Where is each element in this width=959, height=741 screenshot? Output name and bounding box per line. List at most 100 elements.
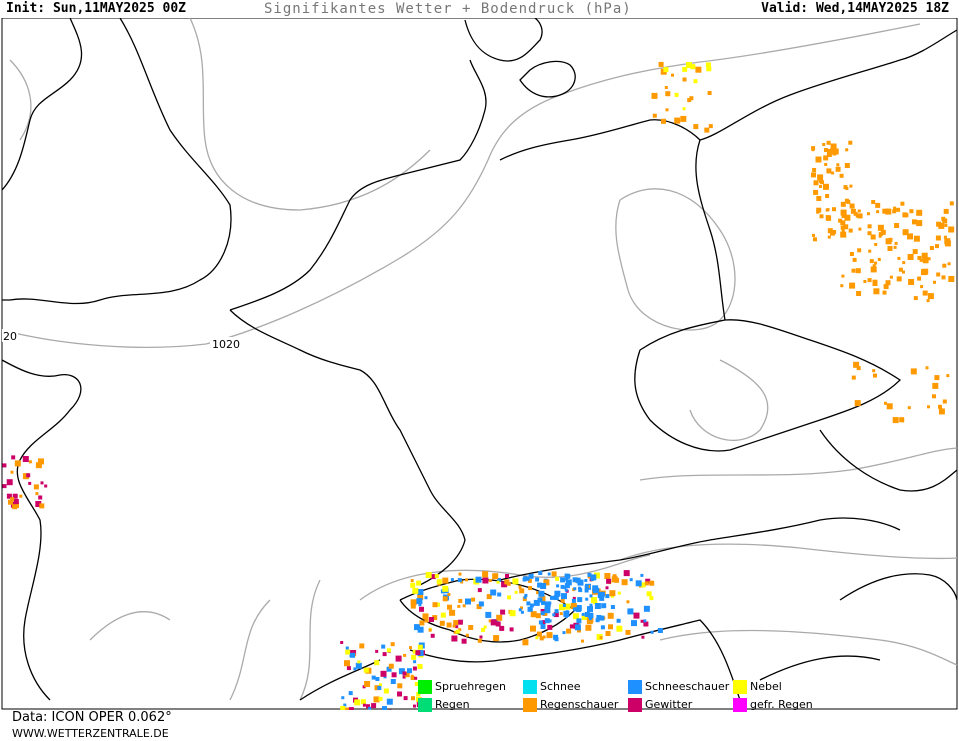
precip-cell: [545, 602, 551, 608]
precip-cell: [417, 593, 424, 600]
precip-cell: [884, 401, 887, 405]
precip-cell: [419, 620, 425, 626]
precip-cell: [382, 706, 387, 710]
precip-cell: [536, 631, 542, 637]
precip-cell: [457, 619, 463, 625]
precip-cell: [577, 577, 581, 581]
precip-cell: [631, 620, 637, 627]
precip-cell: [439, 620, 445, 626]
precip-cell: [537, 597, 543, 603]
precip-cell: [581, 639, 584, 643]
legend-item-regen: Regen: [418, 698, 470, 712]
precip-cell: [604, 573, 611, 579]
precip-cell: [551, 571, 557, 577]
precip-cell: [853, 211, 858, 216]
precip-cell: [882, 208, 888, 214]
precip-cell: [368, 706, 372, 710]
precip-cell: [556, 584, 560, 588]
precip-cell: [870, 266, 877, 273]
precip-cell: [35, 462, 42, 469]
precip-cell: [495, 621, 501, 627]
precip-cell: [938, 404, 942, 409]
precip-cell: [436, 579, 442, 585]
precip-cell: [547, 572, 551, 576]
precip-cell: [587, 572, 592, 577]
precip-cell: [554, 637, 559, 642]
precip-cell: [540, 611, 545, 616]
precip-cell: [876, 210, 880, 214]
precip-cell: [934, 375, 940, 381]
precip-cell: [481, 627, 486, 632]
precip-cell: [645, 578, 651, 584]
precip-cell: [496, 614, 503, 621]
precip-cell: [887, 246, 893, 251]
precip-cell: [946, 374, 950, 378]
precip-cell: [817, 174, 824, 181]
precip-cell: [877, 224, 884, 231]
precip-cell: [417, 650, 424, 657]
precip-cell: [867, 231, 872, 236]
precip-cell: [528, 573, 534, 579]
precip-cell: [641, 635, 645, 639]
precip-cell: [927, 405, 930, 409]
precip-cell: [564, 603, 571, 610]
precip-cell: [664, 86, 668, 89]
precip-cell: [541, 600, 545, 605]
precip-cell: [944, 240, 951, 247]
coastlines-borders: [1, 18, 958, 701]
precip-cell: [926, 299, 930, 303]
legend-item-spruehregen: Spruehregen: [418, 680, 506, 694]
precip-cell: [584, 612, 590, 617]
precip-cell: [825, 208, 829, 212]
precip-cell: [10, 470, 14, 474]
precip-cell: [565, 579, 572, 586]
precip-cell: [451, 635, 458, 642]
baltic-coast: [499, 29, 958, 161]
precip-cell: [403, 653, 407, 657]
precip-cell: [504, 579, 510, 585]
precip-cell: [929, 246, 934, 250]
precip-cell: [402, 675, 406, 679]
precip-cell: [605, 631, 611, 636]
precip-cell: [572, 596, 576, 600]
precip-cell: [584, 579, 588, 582]
precip-cell: [851, 375, 856, 380]
precip-cell: [819, 214, 824, 219]
precip-cell: [943, 208, 949, 214]
precip-cell: [528, 586, 533, 591]
legend-item-schnee: Schnee: [523, 680, 581, 694]
precip-cell: [559, 604, 565, 611]
precip-cell: [366, 704, 370, 709]
precip-cell: [661, 118, 666, 124]
precip-cell: [874, 261, 878, 265]
precip-cell: [345, 649, 351, 655]
precip-cell: [917, 255, 922, 260]
precip-cell: [540, 609, 545, 613]
precip-cell: [933, 280, 936, 284]
precip-cell: [485, 611, 492, 618]
precip-cell: [611, 576, 618, 583]
precip-cell: [374, 685, 380, 691]
precip-cell: [33, 484, 39, 490]
precip-cell: [900, 419, 904, 423]
precip-cell: [447, 593, 451, 596]
precip-cell: [626, 600, 630, 604]
precip-cell: [478, 601, 484, 607]
great-britain: [2, 18, 232, 305]
precip-cell: [938, 408, 945, 415]
precip-cell: [432, 615, 438, 621]
precip-cell: [594, 603, 601, 609]
precip-cell: [388, 663, 394, 669]
legend-swatch: [628, 680, 642, 694]
precip-cell: [947, 262, 951, 266]
precip-cell: [596, 615, 602, 620]
precip-cell: [844, 163, 850, 168]
precip-cell: [382, 652, 387, 657]
precip-cell: [560, 577, 566, 583]
precip-cell: [846, 199, 851, 204]
precip-cell: [343, 703, 347, 707]
precip-cell: [893, 245, 897, 249]
precip-cell: [936, 221, 942, 227]
precip-cell: [813, 189, 819, 195]
precip-cell: [564, 583, 570, 589]
